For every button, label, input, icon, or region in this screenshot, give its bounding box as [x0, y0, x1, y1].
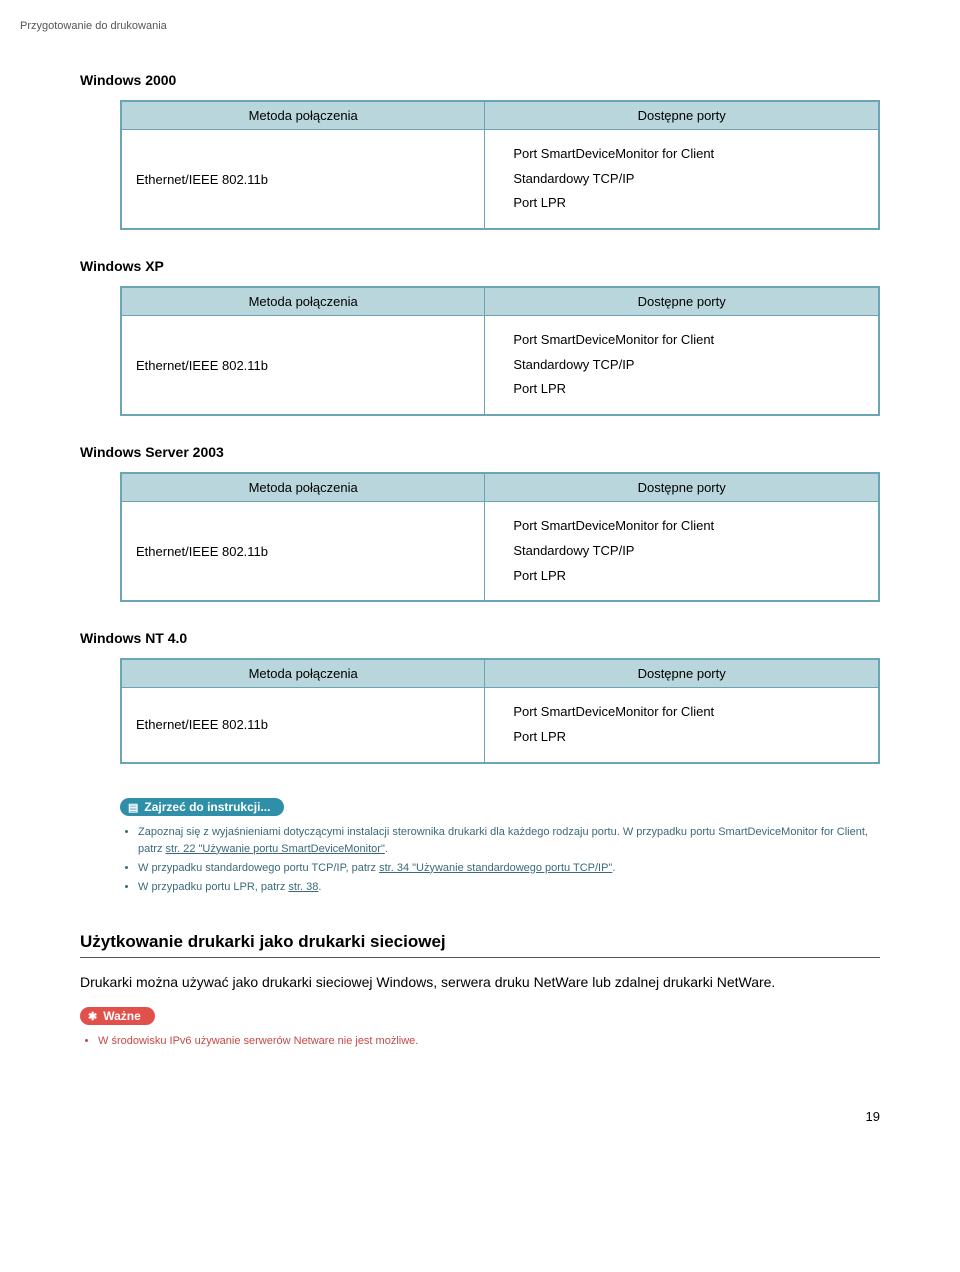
connection-table: Metoda połączeniaDostępne portyEthernet/…	[120, 100, 880, 230]
section-heading: Użytkowanie drukarki jako drukarki sieci…	[80, 932, 880, 958]
important-item: W środowisku IPv6 używanie serwerów Netw…	[98, 1033, 880, 1050]
reference-badge: Zajrzeć do instrukcji...	[120, 798, 284, 816]
ports-cell: Port SmartDeviceMonitor for ClientStanda…	[485, 502, 879, 602]
os-title: Windows Server 2003	[80, 444, 880, 460]
port-item: Port LPR	[513, 725, 850, 750]
reference-item: Zapoznaj się z wyjaśnieniami dotyczącymi…	[138, 824, 880, 858]
os-title: Windows 2000	[80, 72, 880, 88]
connection-table: Metoda połączeniaDostępne portyEthernet/…	[120, 286, 880, 416]
port-item: Port SmartDeviceMonitor for Client	[513, 700, 850, 725]
page-number: 19	[80, 1109, 880, 1124]
port-item: Standardowy TCP/IP	[513, 353, 850, 378]
port-item: Standardowy TCP/IP	[513, 167, 850, 192]
col-method: Metoda połączenia	[121, 659, 485, 688]
os-title: Windows NT 4.0	[80, 630, 880, 646]
os-block: Windows 2000 Metoda połączeniaDostępne po…	[80, 72, 880, 230]
important-list: W środowisku IPv6 używanie serwerów Netw…	[98, 1033, 880, 1050]
ref-link[interactable]: str. 34 "Używanie standardowego portu TC…	[379, 862, 612, 874]
method-cell: Ethernet/IEEE 802.11b	[121, 688, 485, 763]
ports-cell: Port SmartDeviceMonitor for ClientStanda…	[485, 316, 879, 416]
method-cell: Ethernet/IEEE 802.11b	[121, 502, 485, 602]
col-ports: Dostępne porty	[485, 473, 879, 502]
ports-cell: Port SmartDeviceMonitor for ClientPort L…	[485, 688, 879, 763]
reference-list: Zapoznaj się z wyjaśnieniami dotyczącymi…	[138, 824, 880, 896]
ref-text: W przypadku portu LPR, patrz	[138, 881, 288, 893]
connection-table: Metoda połączeniaDostępne portyEthernet/…	[120, 658, 880, 763]
port-item: Port SmartDeviceMonitor for Client	[513, 328, 850, 353]
port-item: Standardowy TCP/IP	[513, 539, 850, 564]
port-item: Port SmartDeviceMonitor for Client	[513, 142, 850, 167]
ref-suffix: .	[318, 881, 321, 893]
ref-suffix: .	[612, 862, 615, 874]
ref-link[interactable]: str. 22 "Używanie portu SmartDeviceMonit…	[166, 843, 385, 855]
col-method: Metoda połączenia	[121, 473, 485, 502]
method-cell: Ethernet/IEEE 802.11b	[121, 316, 485, 416]
ref-link[interactable]: str. 38	[288, 881, 318, 893]
col-ports: Dostępne porty	[485, 101, 879, 130]
connection-table: Metoda połączeniaDostępne portyEthernet/…	[120, 472, 880, 602]
section-body: Drukarki można używać jako drukarki siec…	[80, 972, 880, 993]
important-badge: Ważne	[80, 1007, 155, 1025]
ports-cell: Port SmartDeviceMonitor for ClientStanda…	[485, 130, 879, 230]
breadcrumb: Przygotowanie do drukowania	[20, 20, 880, 32]
method-cell: Ethernet/IEEE 802.11b	[121, 130, 485, 230]
port-item: Port SmartDeviceMonitor for Client	[513, 514, 850, 539]
col-method: Metoda połączenia	[121, 101, 485, 130]
col-ports: Dostępne porty	[485, 287, 879, 316]
os-block: Windows Server 2003 Metoda połączeniaDost…	[80, 444, 880, 602]
col-ports: Dostępne porty	[485, 659, 879, 688]
os-block: Windows XP Metoda połączeniaDostępne port…	[80, 258, 880, 416]
ref-text: W przypadku standardowego portu TCP/IP, …	[138, 862, 379, 874]
reference-item: W przypadku portu LPR, patrz str. 38.	[138, 879, 880, 896]
port-item: Port LPR	[513, 564, 850, 589]
reference-item: W przypadku standardowego portu TCP/IP, …	[138, 860, 880, 877]
port-item: Port LPR	[513, 377, 850, 402]
os-block: Windows NT 4.0 Metoda połączeniaDostępne …	[80, 630, 880, 763]
col-method: Metoda połączenia	[121, 287, 485, 316]
port-item: Port LPR	[513, 191, 850, 216]
os-title: Windows XP	[80, 258, 880, 274]
ref-suffix: .	[385, 843, 388, 855]
